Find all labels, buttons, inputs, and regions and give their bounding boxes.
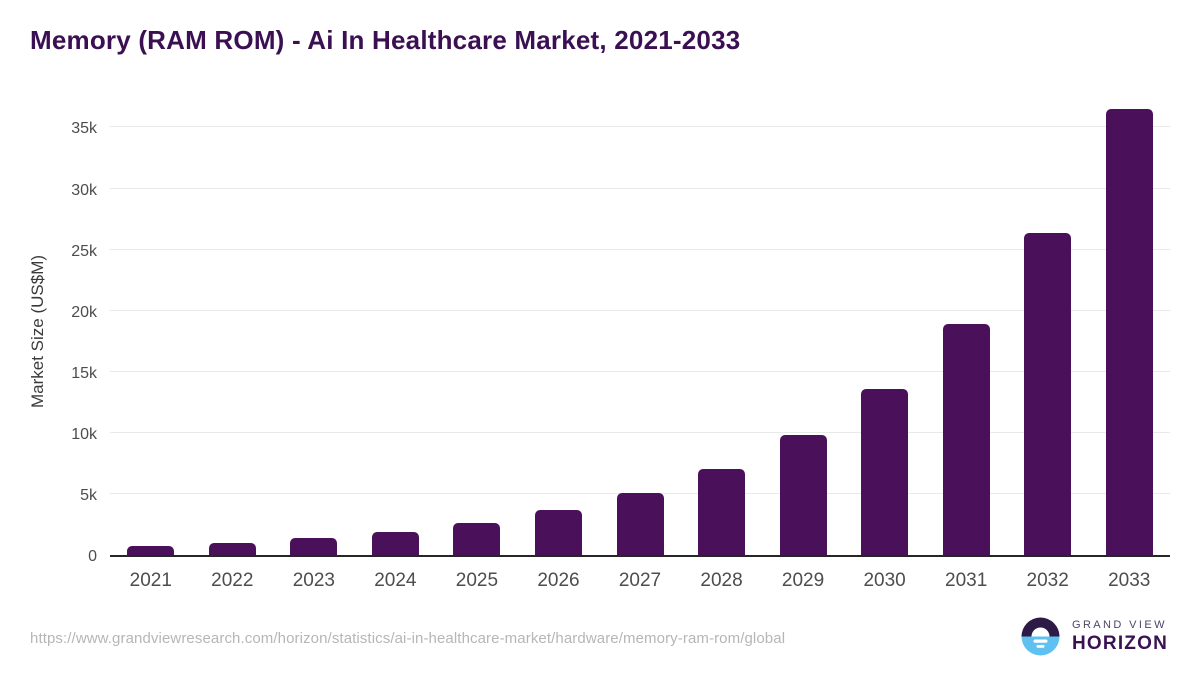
y-tick-label-25k: 25k (71, 242, 97, 260)
bar-2032[interactable] (1024, 232, 1072, 555)
x-tick-label-2029: 2029 (781, 570, 825, 591)
bar-2026[interactable] (534, 509, 582, 555)
x-tick-label-2033: 2033 (1108, 570, 1151, 591)
gridline-10k (110, 431, 1170, 433)
source-url: https://www.grandviewresearch.com/horizo… (30, 630, 786, 647)
x-tick-label-2027: 2027 (618, 570, 662, 591)
x-tick-label-2021: 2021 (129, 570, 172, 591)
bar-2023[interactable] (290, 537, 338, 555)
bar-2033[interactable] (1105, 109, 1153, 555)
y-tick-label-0: 0 (88, 548, 97, 565)
x-tick-label-2024: 2024 (374, 570, 417, 591)
y-tick-label-20k: 20k (71, 303, 97, 321)
plot-area (110, 105, 1170, 557)
grand-view-horizon-logo: GRAND VIEW HORIZON (1020, 616, 1168, 657)
gridline-20k (110, 309, 1170, 311)
x-tick-label-2022: 2022 (211, 570, 254, 591)
y-tick-label-5k: 5k (80, 486, 97, 504)
bar-2021[interactable] (127, 546, 175, 555)
gridline-15k (110, 370, 1170, 372)
y-axis-tick-labels: 0 5k 10k 15k 20k 25k 30k 35k (0, 105, 97, 565)
x-tick-label-2031: 2031 (945, 570, 988, 591)
y-tick-label-10k: 10k (71, 425, 97, 443)
x-tick-label-2030: 2030 (863, 570, 906, 591)
bar-2027[interactable] (616, 492, 664, 555)
x-tick-label-2023: 2023 (292, 570, 335, 591)
bar-2025[interactable] (453, 522, 501, 555)
grand-view-horizon-logo-icon (1021, 617, 1060, 656)
x-tick-label-2026: 2026 (537, 570, 580, 591)
bar-2029[interactable] (779, 434, 827, 555)
bar-2022[interactable] (208, 542, 256, 555)
gridline-25k (110, 248, 1170, 250)
y-tick-label-35k: 35k (71, 120, 97, 138)
gridline-30k (110, 187, 1170, 189)
bar-2024[interactable] (371, 531, 419, 555)
x-tick-label-2025: 2025 (455, 570, 499, 591)
logo-text-grand-view: GRAND VIEW (1072, 618, 1167, 631)
x-tick-label-2032: 2032 (1026, 570, 1069, 591)
x-axis-tick-labels: 2021 2022 2023 2024 2025 2026 2027 2028 2029 2030… (110, 567, 1170, 597)
bar-2031[interactable] (942, 324, 990, 555)
x-tick-label-2028: 2028 (700, 570, 743, 591)
logo-wordmark: GRAND VIEW HORIZON (1072, 619, 1168, 655)
chart-title: Memory (RAM ROM) - Ai In Healthcare Mark… (30, 25, 741, 55)
gridline-35k (110, 126, 1170, 128)
y-tick-label-15k: 15k (71, 364, 97, 382)
bar-2030[interactable] (861, 388, 909, 555)
bar-2028[interactable] (698, 468, 746, 555)
y-tick-label-30k: 30k (71, 181, 97, 199)
logo-text-horizon: HORIZON (1072, 632, 1169, 654)
